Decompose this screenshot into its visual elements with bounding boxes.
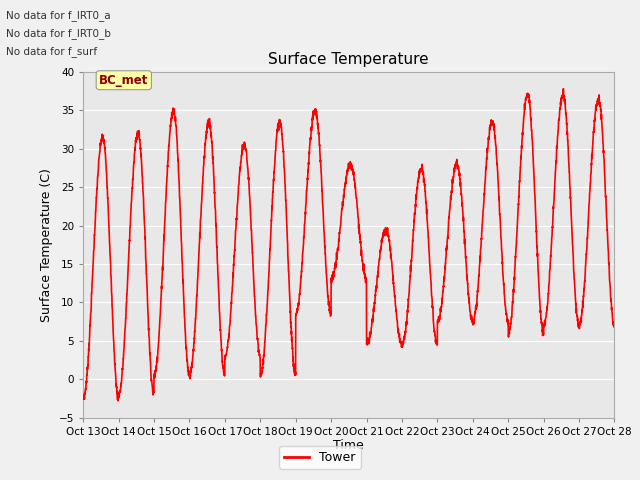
Text: BC_met: BC_met	[99, 74, 148, 87]
Text: No data for f_surf: No data for f_surf	[6, 46, 97, 57]
Y-axis label: Surface Temperature (C): Surface Temperature (C)	[40, 168, 53, 322]
Title: Surface Temperature: Surface Temperature	[269, 52, 429, 67]
Legend: Tower: Tower	[279, 446, 361, 469]
Text: No data for f_IRT0_b: No data for f_IRT0_b	[6, 28, 111, 39]
X-axis label: Time: Time	[333, 439, 364, 453]
Text: No data for f_IRT0_a: No data for f_IRT0_a	[6, 10, 111, 21]
